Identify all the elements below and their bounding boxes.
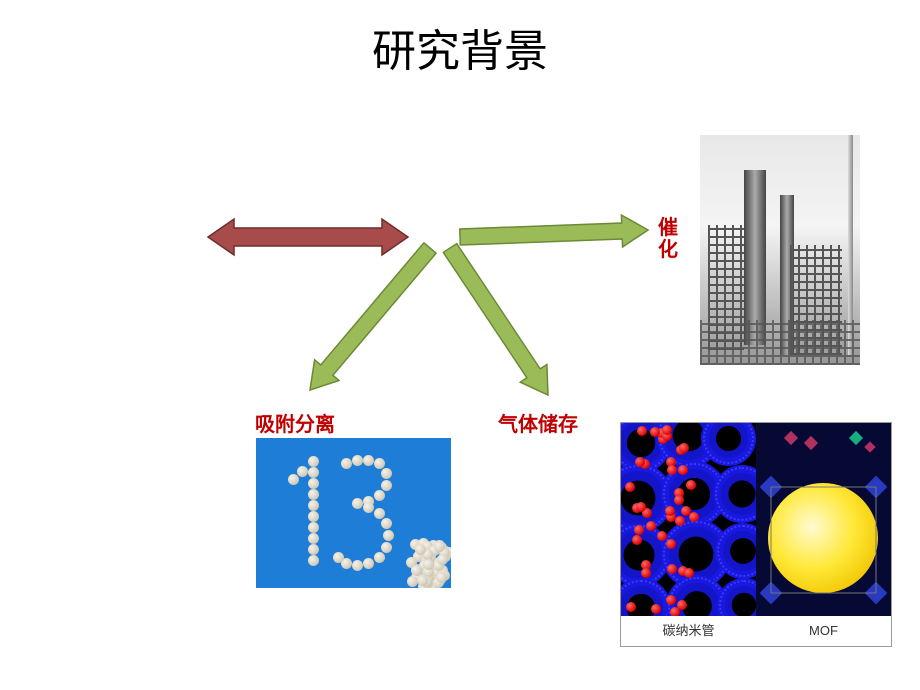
image-refinery bbox=[700, 135, 860, 365]
image-beads bbox=[256, 438, 451, 588]
mof-right-panel bbox=[756, 423, 891, 616]
label-gas-storage: 气体储存 bbox=[498, 408, 578, 437]
mof-caption-left: 碳纳米管 bbox=[621, 616, 756, 646]
mof-caption-right: MOF bbox=[756, 616, 891, 646]
image-mof-panel: 碳纳米管 MOF bbox=[620, 422, 892, 647]
mof-left-panel bbox=[621, 423, 756, 616]
label-adsorption: 吸附分离 bbox=[255, 408, 335, 437]
label-catalysis: 催化 bbox=[658, 217, 680, 261]
